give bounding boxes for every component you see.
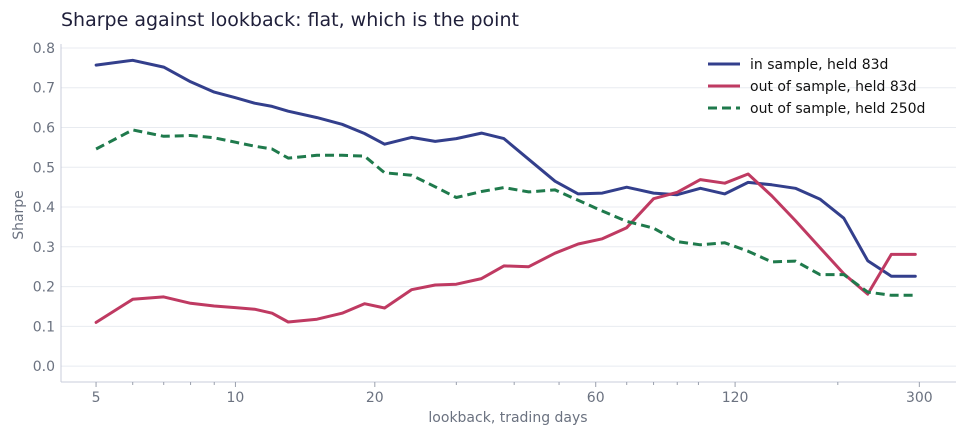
- y-tick-label: 0.4: [33, 200, 55, 216]
- y-tick-label: 0.6: [33, 121, 55, 137]
- x-tick-label: 10: [227, 390, 245, 406]
- series-lines: [94, 58, 917, 324]
- y-tick-label: 0.7: [33, 81, 55, 97]
- y-tick-label: 0.1: [33, 319, 55, 335]
- legend-label-3: out of sample, held 250d: [750, 101, 925, 117]
- y-axis-label: Sharpe: [11, 190, 27, 240]
- y-tick-label: 0.3: [33, 240, 55, 256]
- axes: [60, 44, 956, 387]
- x-axis-label: lookback, trading days: [428, 410, 587, 426]
- y-tick-label: 0.5: [33, 160, 55, 176]
- y-tick-label: 0.0: [33, 359, 55, 375]
- y-tick-label: 0.8: [33, 41, 55, 57]
- series-line-2: [94, 172, 917, 324]
- legend-label-2: out of sample, held 83d: [750, 79, 917, 95]
- x-tick-label: 20: [366, 390, 384, 406]
- legend-label-1: in sample, held 83d: [750, 57, 888, 73]
- series-line-1: [94, 58, 917, 278]
- x-tick-label: 120: [722, 390, 749, 406]
- chart-title: Sharpe against lookback: flat, which is …: [61, 9, 519, 31]
- x-tick-label: 5: [92, 390, 101, 406]
- tick-labels: 0.0 0.1 0.2 0.3 0.4 0.5 0.6 0.7 0.8 5 10 20 60 120 300: [33, 41, 933, 406]
- grid: [61, 47, 956, 367]
- x-tick-label: 300: [906, 390, 933, 406]
- series-line-3: [95, 128, 916, 297]
- y-tick-label: 0.2: [33, 280, 55, 296]
- x-tick-label: 60: [587, 390, 605, 406]
- legend: in sample, held 83d out of sample, held 8…: [708, 57, 925, 117]
